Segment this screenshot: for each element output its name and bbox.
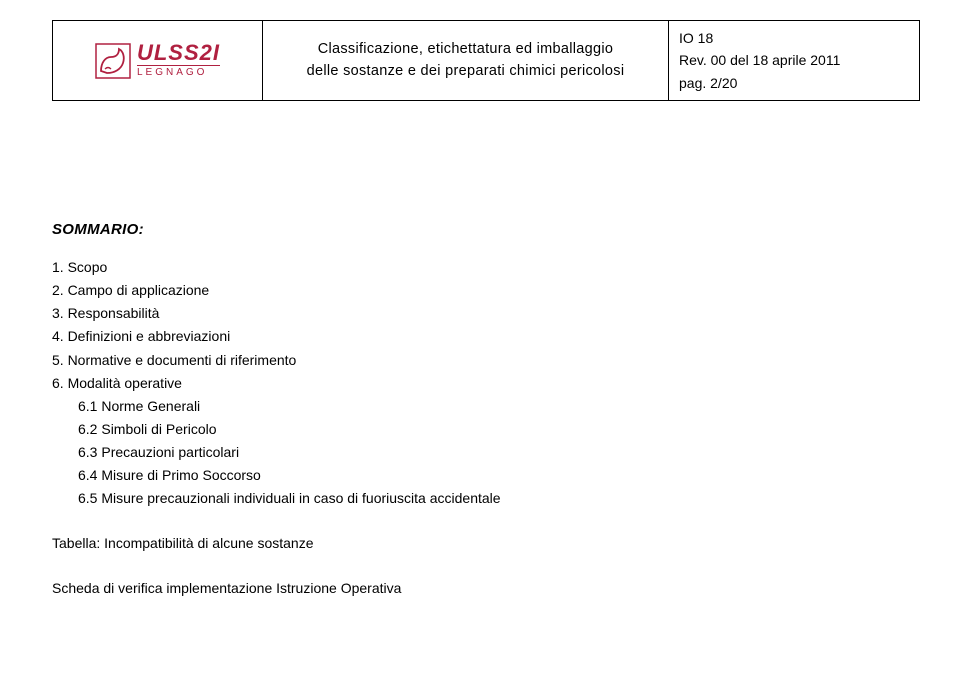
- title-cell: Classificazione, etichettatura ed imball…: [263, 21, 669, 100]
- header-box: ULSS2I LEGNAGO Classificazione, etichett…: [52, 20, 920, 101]
- toc-item: 4. Definizioni e abbreviazioni: [52, 325, 920, 348]
- doc-code: IO 18: [679, 27, 909, 49]
- doc-page: pag. 2/20: [679, 72, 909, 94]
- document-page: ULSS2I LEGNAGO Classificazione, etichett…: [0, 0, 960, 620]
- toc-list: 1. Scopo 2. Campo di applicazione 3. Res…: [52, 256, 920, 510]
- org-logo: ULSS2I LEGNAGO: [95, 43, 220, 79]
- toc-item: 5. Normative e documenti di riferimento: [52, 349, 920, 372]
- toc-item: 6. Modalità operative: [52, 372, 920, 395]
- doc-title-line1: Classificazione, etichettatura ed imball…: [318, 39, 614, 61]
- doc-revision: Rev. 00 del 18 aprile 2011: [679, 49, 909, 71]
- sommario-heading: SOMMARIO:: [52, 221, 920, 238]
- toc-subitem: 6.5 Misure precauzionali individuali in …: [52, 487, 920, 510]
- meta-cell: IO 18 Rev. 00 del 18 aprile 2011 pag. 2/…: [669, 21, 919, 100]
- toc-subitem: 6.1 Norme Generali: [52, 395, 920, 418]
- logo-cell: ULSS2I LEGNAGO: [53, 21, 263, 100]
- extra-line: Scheda di verifica implementazione Istru…: [52, 577, 920, 600]
- logo-main: ULSS2I: [137, 43, 220, 64]
- extra-line: Tabella: Incompatibilità di alcune sosta…: [52, 532, 920, 555]
- doc-title-line2: delle sostanze e dei preparati chimici p…: [307, 61, 625, 83]
- toc-item: 2. Campo di applicazione: [52, 279, 920, 302]
- logo-sub: LEGNAGO: [137, 65, 220, 78]
- toc-subitem: 6.3 Precauzioni particolari: [52, 441, 920, 464]
- toc-item: 1. Scopo: [52, 256, 920, 279]
- lion-icon: [95, 43, 131, 79]
- toc-subitem: 6.4 Misure di Primo Soccorso: [52, 464, 920, 487]
- toc-subitem: 6.2 Simboli di Pericolo: [52, 418, 920, 441]
- logo-text-block: ULSS2I LEGNAGO: [137, 43, 220, 78]
- toc-item: 3. Responsabilità: [52, 302, 920, 325]
